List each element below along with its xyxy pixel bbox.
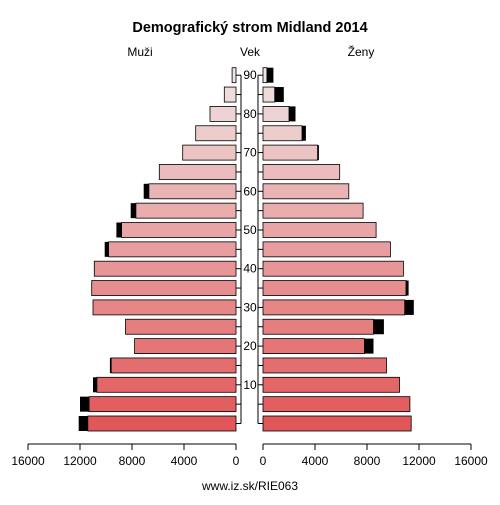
bar-male-60-64 [148, 183, 237, 200]
x-tick-label: 16000 [454, 454, 488, 468]
bar-male-excess-45-49 [104, 241, 109, 257]
bar-female-excess-85-89 [274, 87, 284, 103]
bar-female-excess-35-39 [406, 280, 409, 296]
bar-female-5-9 [262, 396, 411, 413]
bar-female-excess-20-24 [364, 338, 374, 354]
age-tick-label: 90 [243, 68, 257, 82]
bar-female-35-39 [262, 280, 407, 296]
bar-male-25-29 [125, 318, 237, 335]
bar-male-40-44 [93, 260, 237, 277]
bar-female-45-49 [262, 241, 391, 258]
bar-male-5-9 [88, 396, 237, 413]
bar-female-excess-25-29 [373, 319, 384, 335]
x-tick-label: 12000 [63, 454, 97, 468]
center-label: Vek [240, 45, 261, 59]
bar-female-75-79 [262, 125, 303, 142]
x-tick-label: 4000 [171, 454, 198, 468]
bar-male-excess-55-59 [130, 203, 136, 219]
bar-female-50-54 [262, 222, 377, 238]
x-tick-label: 12000 [402, 454, 436, 468]
bar-male-80-84 [209, 106, 237, 122]
bar-female-70-74 [262, 144, 318, 161]
chart-title: Demografický strom Midland 2014 [132, 20, 367, 36]
axes-layer: 10 20 30 40 50 60 70 80 90 16000 12000 8000 4000 0 0 40… [11, 68, 488, 468]
age-tick-label: 40 [243, 262, 257, 276]
age-tick-label: 30 [243, 300, 257, 314]
x-tick-label: 0 [260, 454, 267, 468]
bar-female-20-24 [262, 338, 365, 355]
age-tick-label: 10 [243, 378, 257, 392]
x-tick-label: 16000 [11, 454, 45, 468]
left-label: Muži [127, 45, 152, 59]
bar-male-45-49 [108, 241, 237, 258]
bar-female-30-34 [262, 299, 406, 316]
bar-female-65-69 [262, 164, 341, 180]
age-tick-label: 80 [243, 107, 257, 121]
age-tick-label: 50 [243, 223, 257, 237]
bar-male-15-19 [110, 357, 237, 374]
bar-female-15-19 [262, 357, 387, 374]
bar-male-excess-50-54 [116, 222, 122, 238]
bar-male-excess-5-9 [80, 396, 90, 412]
right-label: Ženy [348, 44, 375, 59]
age-tick-label: 60 [243, 184, 257, 198]
bar-female-excess-70-74 [317, 145, 319, 161]
x-tick-label: 8000 [354, 454, 381, 468]
x-tick-label: 4000 [302, 454, 329, 468]
bar-male-excess-15-19 [109, 357, 112, 373]
bar-female-40-44 [262, 260, 404, 277]
bar-female-60-64 [262, 183, 350, 200]
bar-male-85-89 [223, 86, 237, 103]
bar-female-10-14 [262, 376, 400, 393]
bar-male-55-59 [135, 202, 237, 219]
bar-female-excess-30-34 [404, 299, 414, 315]
bar-male-90+ [231, 67, 237, 84]
age-tick-label: 70 [243, 146, 257, 160]
bar-female-80-84 [262, 106, 290, 122]
bar-male-75-79 [195, 125, 237, 142]
bar-female-55-59 [262, 202, 364, 219]
footer-source: www.iz.sk/RIE063 [201, 479, 298, 493]
bar-female-excess-75-79 [302, 125, 306, 141]
x-tick-label: 8000 [119, 454, 146, 468]
bar-male-excess-10-14 [93, 377, 97, 393]
bar-female-25-29 [262, 318, 374, 335]
bar-male-0-4 [87, 415, 237, 432]
bar-male-20-24 [134, 338, 237, 355]
bar-female-90+ [262, 67, 268, 84]
bar-female-excess-90+ [266, 67, 274, 83]
bar-male-30-34 [92, 299, 237, 316]
age-tick-label: 20 [243, 339, 257, 353]
bar-male-excess-60-64 [143, 183, 149, 199]
bar-female-0-4 [262, 415, 412, 432]
bar-male-50-54 [121, 222, 237, 238]
bar-male-excess-0-4 [78, 416, 88, 431]
x-tick-label: 0 [233, 454, 240, 468]
bar-female-85-89 [262, 86, 276, 103]
bar-male-70-74 [182, 144, 237, 161]
bar-female-excess-80-84 [289, 106, 296, 122]
bars-layer [78, 67, 414, 432]
bar-male-65-69 [158, 164, 237, 180]
bar-male-35-39 [91, 280, 237, 296]
bar-male-10-14 [96, 376, 237, 393]
